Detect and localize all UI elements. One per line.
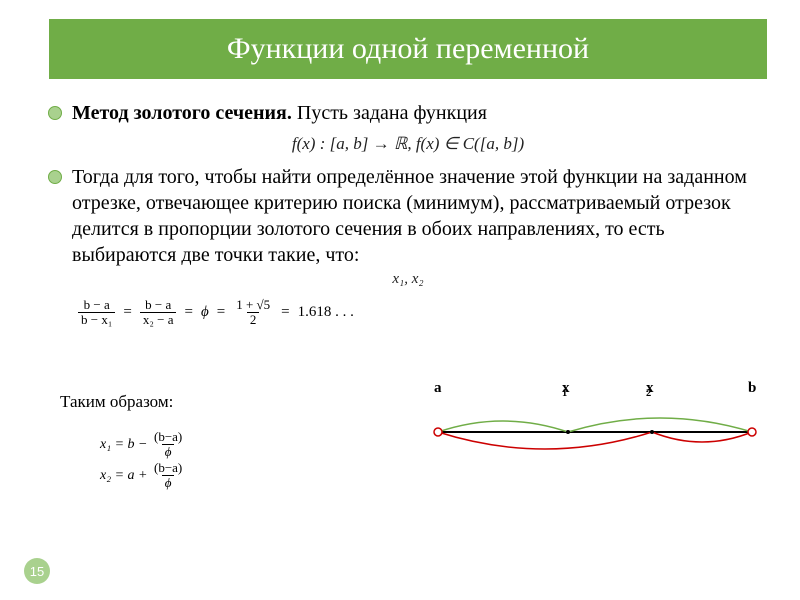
arc-green-2 — [568, 418, 752, 432]
interval-diagram: a x1 x2 b — [430, 380, 760, 500]
bullet-marker — [48, 170, 62, 184]
slide-title: Функции одной переменной — [227, 32, 589, 66]
label-x2: x2 — [646, 380, 651, 399]
x1-formula: x₁ = b − (b−a) ϕ — [100, 430, 185, 461]
method-name: Метод золотого сечения. — [72, 102, 292, 124]
slide-number: 15 — [24, 558, 50, 584]
slide-header: Функции одной переменной — [48, 18, 768, 80]
golden-ratio-formula: b − a b − x₁ = b − a x₂ − a = ϕ = 1 + √5… — [78, 298, 768, 328]
result-label: Таким образом: — [60, 392, 173, 412]
diagram-svg — [430, 402, 760, 502]
slide-content: Метод золотого сечения. Пусть задана фун… — [48, 100, 768, 328]
bullet-2-text: Тогда для того, чтобы найти определённое… — [72, 164, 768, 268]
label-x1: x1 — [562, 380, 567, 399]
frac-1: b − a b − x₁ — [78, 298, 115, 328]
x2-formula: x₂ = a + (b−a) ϕ — [100, 461, 185, 492]
arc-green-1 — [438, 421, 568, 432]
bullet-1-text: Метод золотого сечения. Пусть задана фун… — [72, 100, 487, 126]
point-x1 — [566, 430, 570, 434]
arc-red-2 — [652, 432, 752, 442]
point-a — [434, 428, 442, 436]
frac-phi: 1 + √5 2 — [233, 298, 273, 328]
arc-red-1 — [438, 432, 652, 449]
x-point-formulas: x₁ = b − (b−a) ϕ x₂ = a + (b−a) ϕ — [100, 430, 185, 492]
inline-x-points: x₁, x₂ — [48, 270, 768, 288]
formula-domain: f(x) : [a, b] → ℝ, f(x) ∈ C([a, b]) — [48, 134, 768, 154]
frac-2: b − a x₂ − a — [140, 298, 177, 328]
bullet-1-rest: Пусть задана функция — [292, 102, 487, 124]
bullet-marker — [48, 106, 62, 120]
label-b: b — [748, 380, 756, 397]
point-x2 — [650, 430, 654, 434]
label-a: a — [434, 380, 442, 397]
bullet-1: Метод золотого сечения. Пусть задана фун… — [48, 100, 768, 126]
bullet-2: Тогда для того, чтобы найти определённое… — [48, 164, 768, 268]
point-b — [748, 428, 756, 436]
